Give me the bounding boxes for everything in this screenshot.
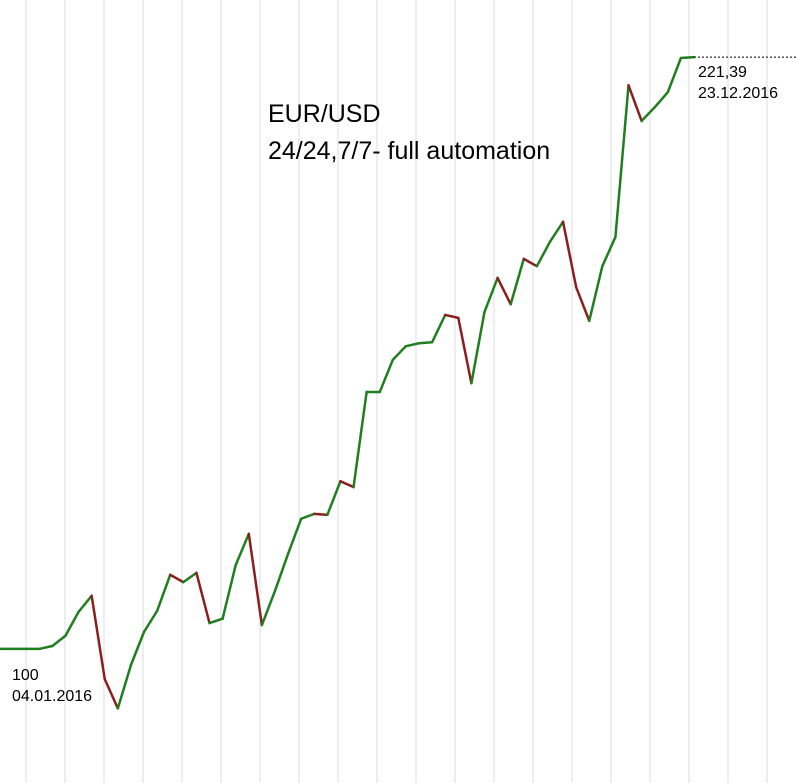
line-segment [587, 264, 604, 323]
line-segment [417, 341, 434, 345]
line-segment [679, 55, 696, 60]
line-segment [103, 677, 120, 710]
line-segment [208, 617, 224, 625]
start-date: 04.01.2016 [12, 688, 92, 705]
line-segment [666, 56, 683, 94]
line-segment [614, 84, 630, 239]
line-segment [352, 390, 368, 489]
line-segment [155, 573, 172, 613]
line-segment [601, 235, 617, 268]
line-segment [142, 609, 159, 634]
line-segment [273, 552, 290, 593]
line-segment [90, 594, 107, 681]
line-segment [116, 663, 133, 710]
line-segment [326, 479, 342, 517]
line-segment [496, 276, 512, 306]
line-segment [77, 594, 93, 614]
line-segment [443, 313, 460, 320]
line-segment [470, 310, 486, 385]
end-date: 23.12.2016 [698, 85, 778, 102]
line-segment [260, 589, 277, 627]
start-value: 100 [12, 667, 39, 684]
line-segment [483, 276, 499, 314]
line-segment [221, 563, 237, 620]
line-segment [574, 285, 591, 323]
line-segment [391, 344, 408, 362]
line-segment [234, 532, 251, 567]
line-segment [299, 512, 316, 520]
chart-subtitle: 24/24,7/7- full automation [268, 137, 550, 165]
line-segment [195, 571, 211, 625]
line-segment [404, 341, 421, 348]
line-segment [653, 90, 670, 109]
chart-title: EUR/USD [268, 100, 381, 128]
line-segment [168, 573, 185, 584]
line-segment [522, 257, 539, 268]
line-segment [64, 610, 80, 638]
line-segment [535, 240, 552, 268]
line-segment [339, 479, 355, 489]
end-value: 221,39 [698, 64, 747, 81]
line-segment [313, 512, 329, 517]
line-segment [640, 106, 656, 123]
line-segment [286, 517, 303, 556]
line-segment [548, 220, 565, 244]
line-segment [38, 644, 54, 651]
line-segment [182, 571, 198, 584]
line-segment [430, 313, 447, 344]
line-segment [509, 257, 526, 306]
line-segment [51, 634, 67, 648]
line-segment [247, 532, 264, 627]
line-segment [129, 630, 146, 667]
line-segment [561, 220, 578, 289]
line-segment [378, 358, 395, 394]
line-segment [627, 84, 643, 123]
line-segment [457, 316, 473, 385]
